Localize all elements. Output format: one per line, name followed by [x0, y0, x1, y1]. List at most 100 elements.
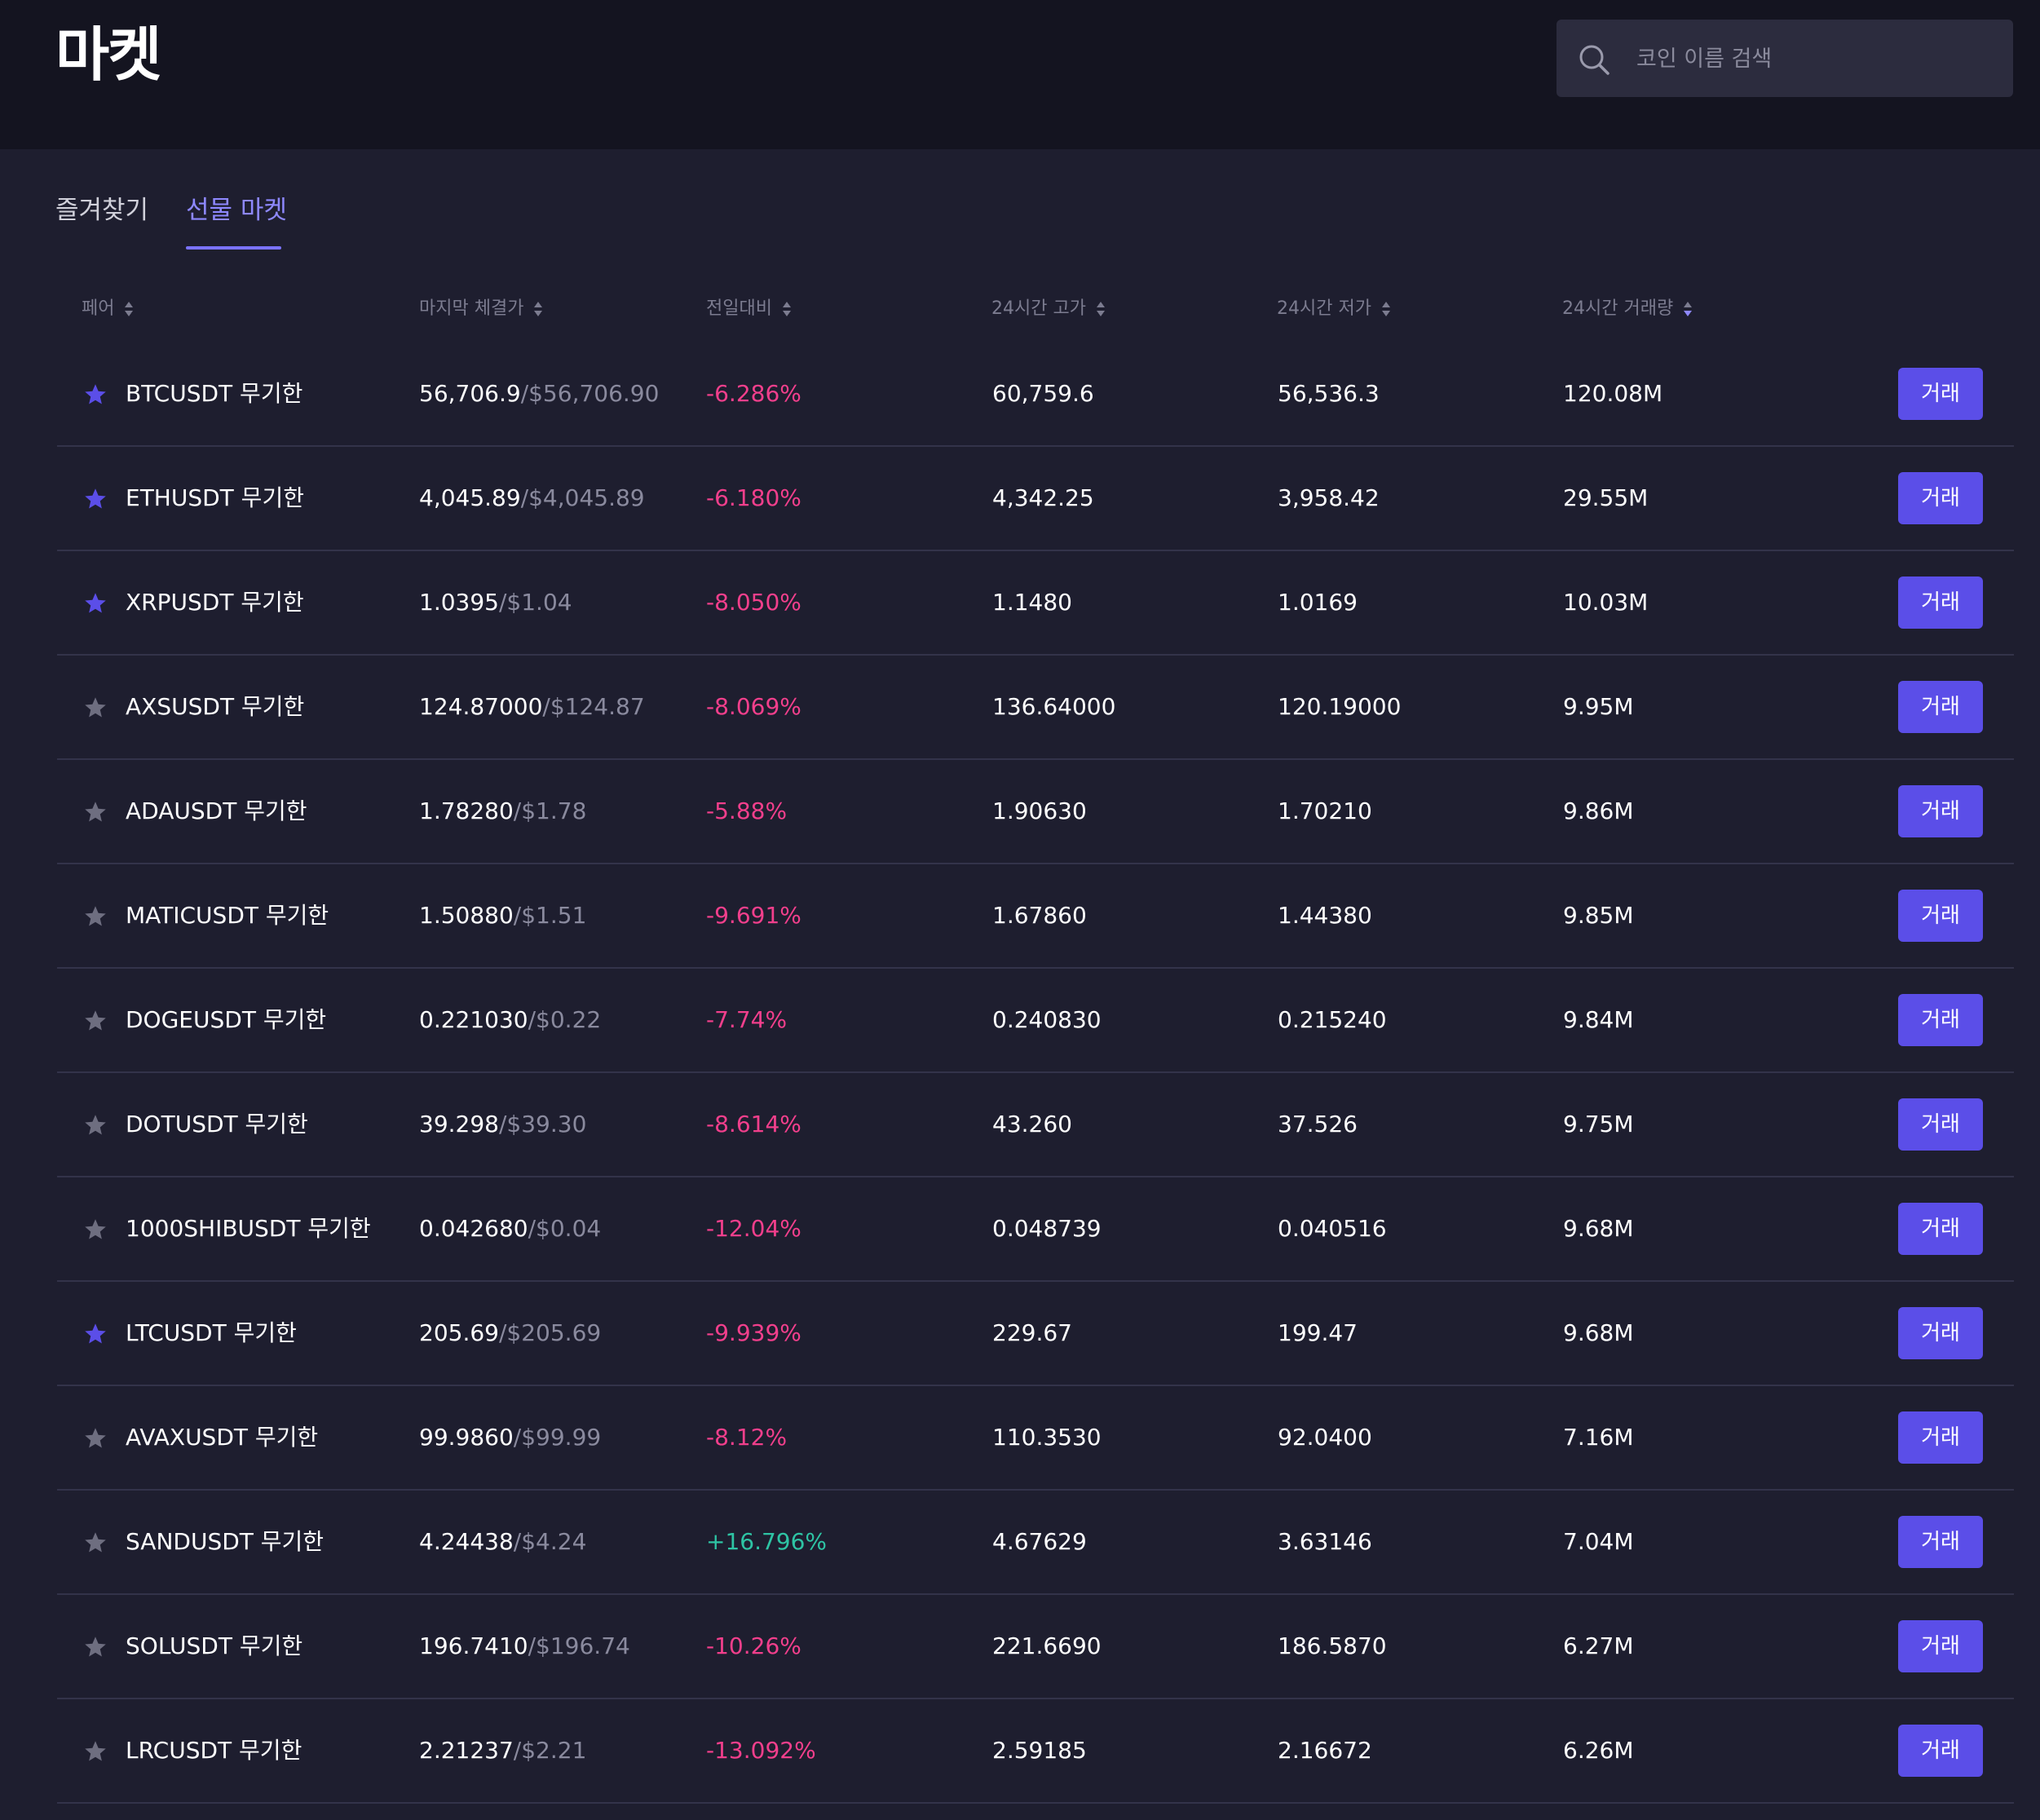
favorite-star-icon[interactable]	[83, 696, 108, 720]
low-24h: 2.16672	[1278, 1737, 1372, 1764]
trade-button[interactable]: 거래	[1898, 1203, 1983, 1255]
table-row[interactable]: DOGEUSDT 무기한 0.221030/$0.22 -7.74% 0.240…	[57, 969, 2014, 1073]
change-percent: -5.88%	[706, 797, 788, 824]
favorite-star-icon[interactable]	[83, 1739, 108, 1764]
pair-name[interactable]: SANDUSDT 무기한	[126, 1528, 325, 1555]
high-24h: 221.6690	[992, 1632, 1102, 1659]
table-row[interactable]: ETHUSDT 무기한 4,045.89/$4,045.89 -6.180% 4…	[57, 447, 2014, 551]
favorite-star-icon[interactable]	[83, 1217, 108, 1242]
change-percent: -13.092%	[706, 1737, 816, 1764]
pair-name[interactable]: ETHUSDT 무기한	[126, 484, 304, 511]
table-row[interactable]: MATICUSDT 무기한 1.50880/$1.51 -9.691% 1.67…	[57, 864, 2014, 969]
price-value: 2.21237	[419, 1737, 514, 1764]
table-row[interactable]: DOTUSDT 무기한 39.298/$39.30 -8.614% 43.260…	[57, 1073, 2014, 1177]
table-row[interactable]: SANDUSDT 무기한 4.24438/$4.24 +16.796% 4.67…	[57, 1491, 2014, 1595]
table-row[interactable]: SOLUSDT 무기한 196.7410/$196.74 -10.26% 221…	[57, 1595, 2014, 1699]
trade-button[interactable]: 거래	[1898, 1411, 1983, 1464]
price-value: 0.042680	[419, 1215, 528, 1242]
sort-desc-icon	[1684, 302, 1693, 316]
tab-futures-market[interactable]: 선물 마켓	[186, 196, 287, 225]
high-24h: 0.240830	[992, 1006, 1102, 1033]
trade-button[interactable]: 거래	[1898, 472, 1983, 524]
favorite-star-icon[interactable]	[83, 1531, 108, 1555]
column-header-high[interactable]: 24시간 고가	[991, 295, 1106, 323]
change-percent: -9.939%	[706, 1319, 801, 1346]
table-row[interactable]: 1000SHIBUSDT 무기한 0.042680/$0.04 -12.04% …	[57, 1177, 2014, 1282]
change-percent: -7.74%	[706, 1006, 788, 1033]
favorite-star-icon[interactable]	[83, 904, 108, 929]
price-usd-value: /$0.04	[528, 1215, 602, 1242]
column-header-last-price[interactable]: 마지막 체결가	[419, 295, 543, 323]
table-row[interactable]: LTCUSDT 무기한 205.69/$205.69 -9.939% 229.6…	[57, 1282, 2014, 1386]
last-price: 0.042680/$0.04	[419, 1177, 601, 1280]
pair-name[interactable]: ADAUSDT 무기한	[126, 797, 307, 824]
last-price: 124.87000/$124.87	[419, 656, 645, 758]
trade-button[interactable]: 거래	[1898, 1098, 1983, 1151]
last-price: 1.78280/$1.78	[419, 760, 586, 863]
column-header-label: 전일대비	[706, 298, 772, 319]
pair-name[interactable]: BTCUSDT 무기한	[126, 380, 303, 407]
table-row[interactable]: ADAUSDT 무기한 1.78280/$1.78 -5.88% 1.90630…	[57, 760, 2014, 864]
pair-name[interactable]: XRPUSDT 무기한	[126, 589, 304, 616]
favorite-star-icon[interactable]	[83, 1426, 108, 1451]
search-icon	[1579, 45, 1609, 75]
favorite-star-icon[interactable]	[83, 1009, 108, 1033]
table-row[interactable]: AVAXUSDT 무기한 99.9860/$99.99 -8.12% 110.3…	[57, 1386, 2014, 1491]
change-percent: -6.286%	[706, 380, 801, 407]
search-box[interactable]	[1556, 20, 2013, 99]
pair-name[interactable]: 1000SHIBUSDT 무기한	[126, 1215, 371, 1242]
price-usd-value: /$196.74	[528, 1632, 630, 1659]
column-header-volume[interactable]: 24시간 거래량	[1562, 295, 1693, 323]
favorite-star-icon[interactable]	[83, 1635, 108, 1659]
price-usd-value: /$124.87	[542, 693, 645, 720]
column-header-change[interactable]: 전일대비	[706, 295, 792, 323]
favorite-star-icon[interactable]	[83, 382, 108, 407]
trade-button[interactable]: 거래	[1898, 681, 1983, 733]
trade-button[interactable]: 거래	[1898, 1307, 1983, 1359]
pair-name[interactable]: LRCUSDT 무기한	[126, 1737, 302, 1764]
pair-name[interactable]: MATICUSDT 무기한	[126, 902, 329, 929]
price-usd-value: /$1.51	[513, 902, 587, 929]
favorite-star-icon[interactable]	[83, 487, 108, 511]
price-value: 205.69	[419, 1319, 499, 1346]
trade-button[interactable]: 거래	[1898, 368, 1983, 420]
volume-24h: 9.68M	[1563, 1319, 1634, 1346]
favorite-star-icon[interactable]	[83, 1113, 108, 1138]
volume-24h: 9.68M	[1563, 1215, 1634, 1242]
price-usd-value: /$0.22	[528, 1006, 602, 1033]
pair-name[interactable]: AXSUSDT 무기한	[126, 693, 305, 720]
low-24h: 92.0400	[1278, 1424, 1372, 1451]
high-24h: 110.3530	[992, 1424, 1102, 1451]
favorite-star-icon[interactable]	[83, 800, 108, 824]
trade-button[interactable]: 거래	[1898, 994, 1983, 1046]
table-row[interactable]: LRCUSDT 무기한 2.21237/$2.21 -13.092% 2.591…	[57, 1699, 2014, 1804]
table-row[interactable]: BTCUSDT 무기한 56,706.9/$56,706.90 -6.286% …	[57, 342, 2014, 447]
column-header-label: 24시간 거래량	[1562, 298, 1674, 319]
table-row[interactable]: AXSUSDT 무기한 124.87000/$124.87 -8.069% 13…	[57, 656, 2014, 760]
pair-name[interactable]: SOLUSDT 무기한	[126, 1632, 303, 1659]
trade-button[interactable]: 거래	[1898, 1620, 1983, 1672]
favorite-star-icon[interactable]	[83, 591, 108, 616]
pair-name[interactable]: DOGEUSDT 무기한	[126, 1006, 327, 1033]
table-row[interactable]: XRPUSDT 무기한 1.0395/$1.04 -8.050% 1.1480 …	[57, 551, 2014, 656]
trade-button[interactable]: 거래	[1898, 576, 1983, 629]
column-header-low[interactable]: 24시간 저가	[1277, 295, 1391, 323]
pair-name[interactable]: AVAXUSDT 무기한	[126, 1424, 319, 1451]
tab-favorites[interactable]: 즐겨찾기	[55, 196, 149, 225]
high-24h: 1.90630	[992, 797, 1087, 824]
last-price: 2.21237/$2.21	[419, 1699, 586, 1802]
trade-button[interactable]: 거래	[1898, 1516, 1983, 1568]
search-input[interactable]	[1635, 20, 1997, 99]
column-header-pair[interactable]: 페어	[82, 295, 134, 323]
high-24h: 1.67860	[992, 902, 1087, 929]
sort-icon	[125, 302, 134, 316]
change-percent: +16.796%	[706, 1528, 828, 1555]
favorite-star-icon[interactable]	[83, 1322, 108, 1346]
trade-button[interactable]: 거래	[1898, 785, 1983, 837]
pair-name[interactable]: DOTUSDT 무기한	[126, 1111, 308, 1138]
column-header-label: 마지막 체결가	[419, 298, 524, 319]
high-24h: 136.64000	[992, 693, 1116, 720]
pair-name[interactable]: LTCUSDT 무기한	[126, 1319, 297, 1346]
trade-button[interactable]: 거래	[1898, 890, 1983, 942]
trade-button[interactable]: 거래	[1898, 1725, 1983, 1777]
